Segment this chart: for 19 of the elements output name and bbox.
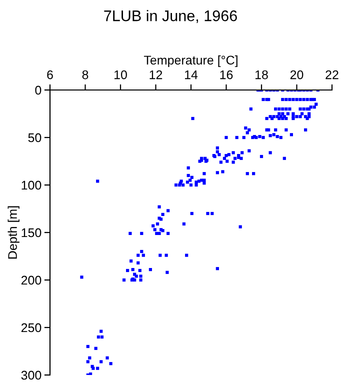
x-tick-label: 18 — [256, 70, 268, 80]
y-tick-label: 300 — [21, 370, 42, 380]
x-tick-label: 10 — [114, 70, 127, 80]
x-tick-label: 6 — [47, 70, 53, 80]
x-tick-label: 22 — [326, 70, 338, 80]
y-tick-label: 250 — [21, 323, 42, 332]
y-axis-title: Depth [m] — [8, 206, 20, 259]
x-axis-title: Temperature [°C] — [144, 55, 238, 68]
y-tick-label: 150 — [22, 228, 42, 238]
x-tick-label: 16 — [220, 70, 233, 80]
x-tick-label: 12 — [150, 70, 162, 80]
y-tick-label: 200 — [21, 276, 42, 285]
x-tick-label: 20 — [290, 70, 304, 80]
y-tick-label: 100 — [22, 180, 42, 190]
x-tick-label: 8 — [82, 70, 88, 80]
chart-title: 7LUB in June, 1966 — [104, 10, 237, 24]
y-tick-label: 50 — [28, 133, 42, 142]
x-tick-label: 14 — [185, 70, 198, 80]
y-tick-label: 0 — [35, 86, 42, 95]
